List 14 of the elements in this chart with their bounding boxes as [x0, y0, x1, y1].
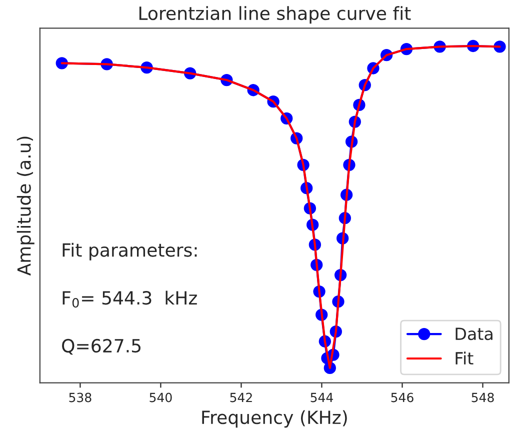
annotation: F$_{0}$= 544.3 kHz: [62, 290, 197, 308]
x-tick-label: 544: [310, 392, 333, 402]
annotation: Q=627.5: [62, 338, 140, 355]
legend-label: Data: [456, 328, 492, 340]
chart-title: Lorentzian line shape curve fit: [139, 6, 411, 24]
legend-label: Fit: [456, 352, 474, 364]
x-tick-label: 540: [150, 392, 172, 402]
annotation: Fit parameters:: [62, 242, 197, 260]
x-tick-label: 542: [230, 392, 252, 402]
x-tick-label: 538: [69, 392, 92, 402]
x-tick-label: 546: [391, 392, 414, 402]
y-axis-title: Amplitude (a.u): [16, 136, 34, 276]
x-axis-title: Frequency (KHz): [202, 410, 347, 428]
x-tick-label: 548: [472, 392, 494, 402]
